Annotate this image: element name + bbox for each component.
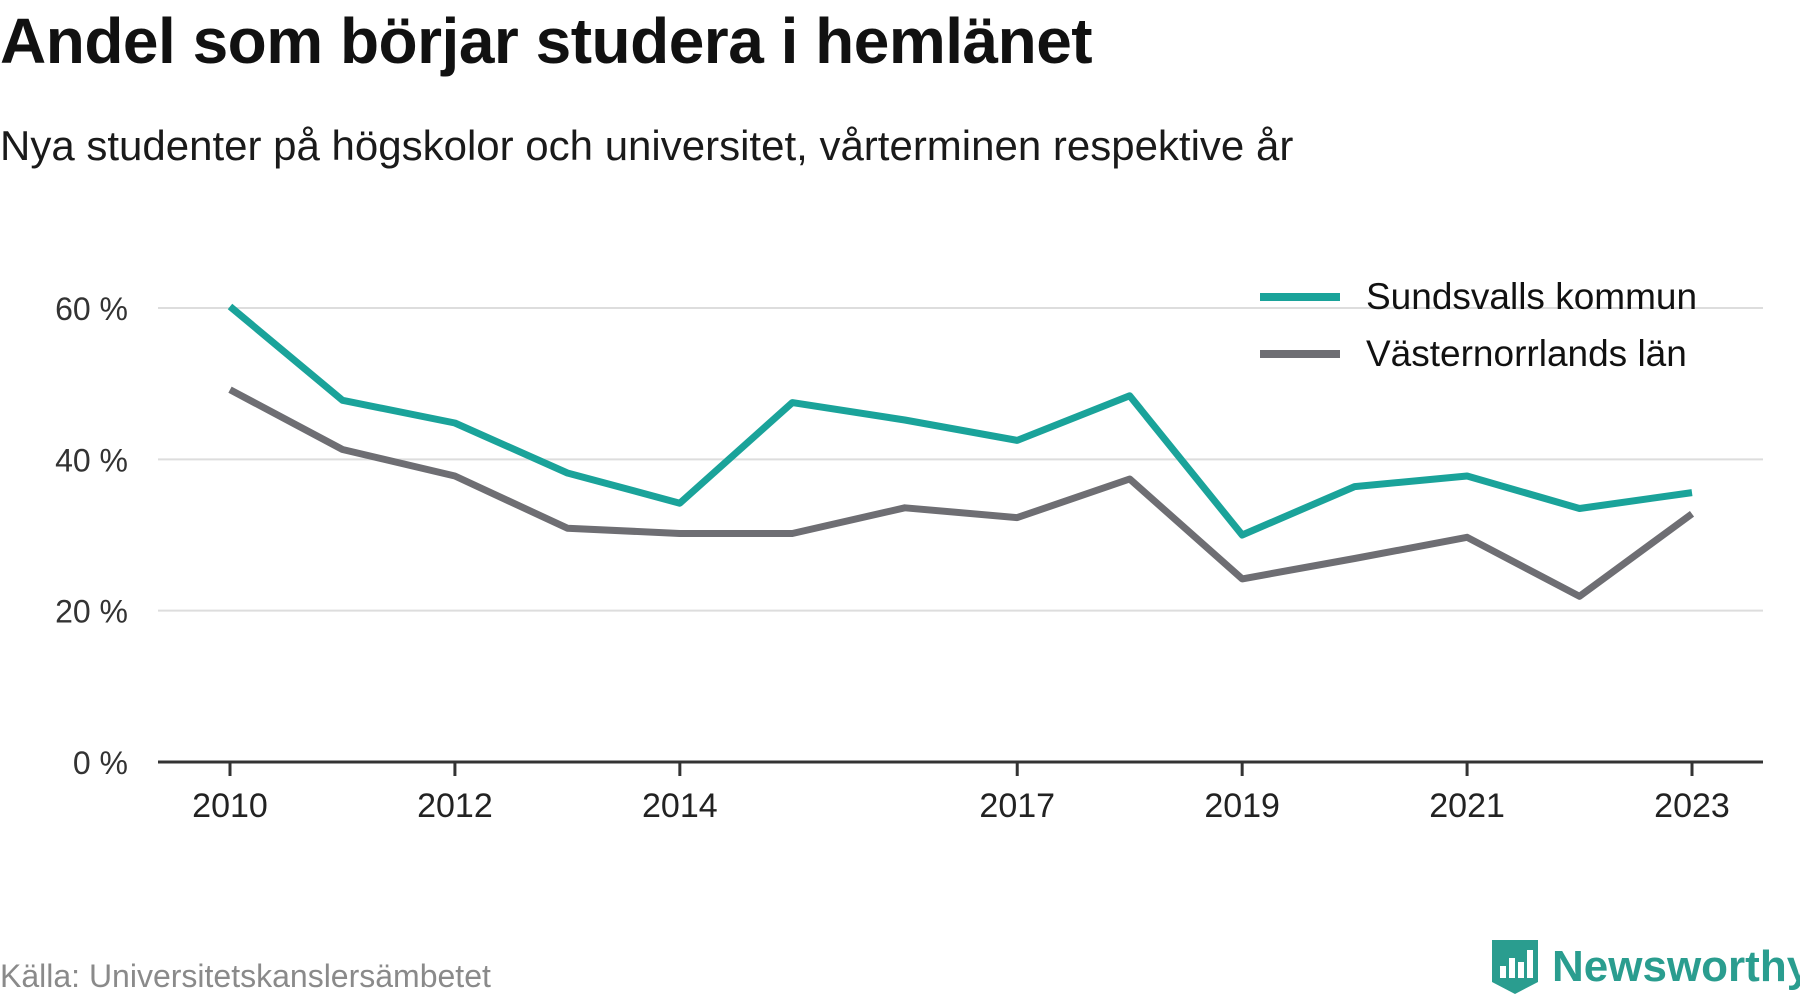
series-lines (227, 303, 1695, 600)
y-tick-label: 40 % (55, 442, 128, 478)
x-tick-label: 2019 (1204, 787, 1280, 825)
x-tick-label: 2023 (1654, 787, 1730, 825)
x-tick-label: 2017 (979, 787, 1055, 825)
source-note: Källa: Universitetskanslersämbetet (0, 958, 491, 994)
chart-title: Andel som börjar studera i hemlänet (0, 5, 1093, 77)
y-tick-label: 20 % (55, 594, 128, 630)
x-axis: 2010 2012 2014 2017 2019 2021 2023 (158, 760, 1763, 825)
y-axis-ticks: 0 % 20 % 40 % 60 % (55, 291, 128, 781)
bar-chart-badge-icon (1492, 940, 1538, 994)
legend: Sundsvalls kommun Västernorrlands län (1260, 276, 1697, 374)
legend-label: Sundsvalls kommun (1366, 276, 1697, 317)
legend-label: Västernorrlands län (1366, 333, 1687, 374)
y-tick-label: 60 % (55, 291, 128, 327)
x-tick-label: 2014 (642, 787, 718, 825)
chart-subtitle: Nya studenter på högskolor och universit… (0, 122, 1294, 169)
grid-lines (158, 307, 1763, 612)
brand-name: Newsworthy (1552, 942, 1800, 991)
series-line-västernorrlands-län (228, 386, 1695, 600)
x-tick-label: 2012 (417, 787, 493, 825)
y-tick-label: 0 % (73, 745, 128, 781)
series-line-sundsvalls-kommun (227, 303, 1693, 539)
brand-logo: Newsworthy (1490, 938, 1800, 996)
x-tick-label: 2010 (192, 787, 268, 825)
x-tick-label: 2021 (1429, 787, 1505, 825)
